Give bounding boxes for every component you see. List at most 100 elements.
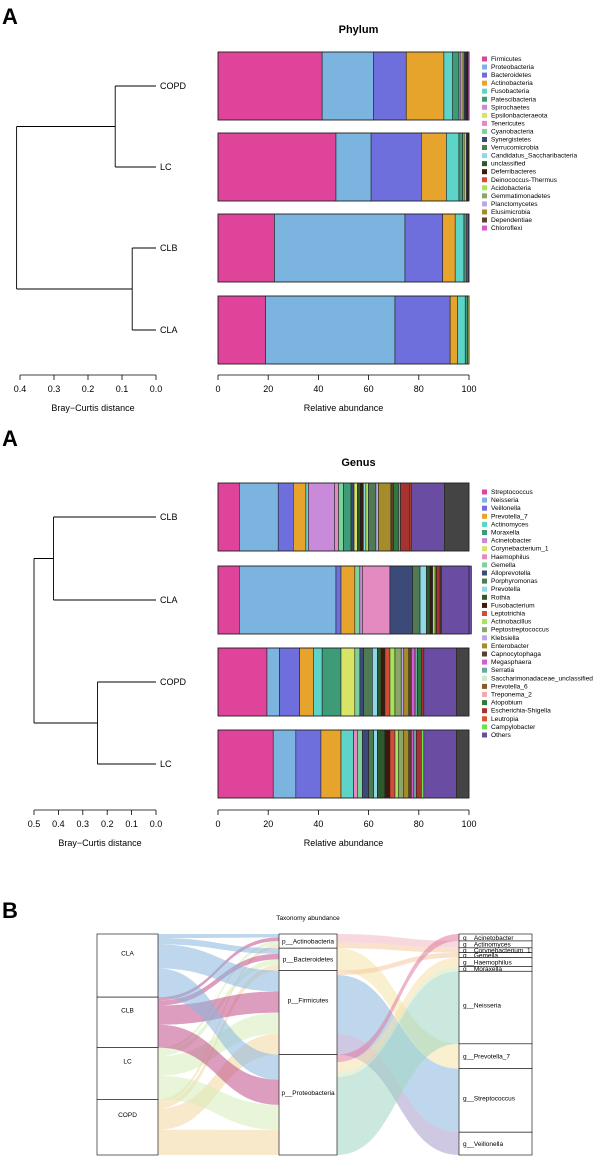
bar-segment xyxy=(274,213,406,283)
legend-label: Acidobacteria xyxy=(491,185,531,192)
bar-outline xyxy=(217,213,470,283)
sankey-flow xyxy=(158,934,279,939)
bar-segment xyxy=(239,482,279,552)
bar-segment xyxy=(394,647,402,717)
bar-segment xyxy=(410,729,415,799)
legend-swatch xyxy=(482,209,487,215)
legend-label: Peptostreptococcus xyxy=(491,627,550,634)
sankey-node-label: g__Neisseria xyxy=(463,1003,501,1010)
bar-segment xyxy=(454,213,465,283)
dendrogram-tick-label: 0.5 xyxy=(28,819,41,829)
x-tick-label: 60 xyxy=(364,819,374,829)
legend-label: Treponema_2 xyxy=(491,692,532,699)
sankey-node xyxy=(278,1054,338,1156)
chart-title: Phylum xyxy=(339,24,379,36)
bar-segment xyxy=(217,51,323,121)
legend-label: Haemophilus xyxy=(491,554,530,561)
panel-label-a-bottom: A xyxy=(2,426,18,451)
bar-segment xyxy=(464,295,469,365)
x-tick-label: 20 xyxy=(263,819,273,829)
bar-segment xyxy=(368,482,377,552)
legend-swatch xyxy=(482,570,487,576)
legend-swatch xyxy=(482,217,487,223)
legend-swatch xyxy=(482,88,487,94)
bar-outline xyxy=(217,295,470,365)
category-label: CLA xyxy=(160,595,178,605)
sankey-flow xyxy=(158,968,279,1080)
bar-segment xyxy=(313,647,323,717)
bar-segment xyxy=(277,482,294,552)
legend-swatch xyxy=(482,120,487,126)
sankey-node-label: g__Corynebacterium_1 xyxy=(463,948,531,955)
bar-outline xyxy=(217,482,470,552)
category-label: CLB xyxy=(160,243,178,253)
x-tick-label: 100 xyxy=(461,819,476,829)
x-tick-label: 0 xyxy=(215,819,220,829)
bar-outline xyxy=(217,729,470,799)
dendrogram-tick-label: 0.1 xyxy=(125,819,138,829)
dendrogram-tick-label: 0.3 xyxy=(48,384,61,394)
sankey-flow xyxy=(158,1024,279,1105)
legend-label: Porphyromonas xyxy=(491,578,538,585)
sankey-node-label: p__Actinobacteria xyxy=(282,938,334,945)
sankey-node xyxy=(96,1099,159,1156)
x-tick-label: 0 xyxy=(215,384,220,394)
legend-swatch xyxy=(482,659,487,665)
bar-segment xyxy=(334,482,339,552)
bar-segment xyxy=(412,565,421,635)
legend-swatch xyxy=(482,153,487,159)
legend-swatch xyxy=(482,96,487,102)
dendrogram-tick-label: 0.4 xyxy=(52,819,65,829)
sankey-flow xyxy=(158,1012,279,1076)
sankey-node-label: g__Streptococcus xyxy=(463,1095,516,1102)
x-tick-label: 80 xyxy=(414,384,424,394)
bar-segment xyxy=(419,565,427,635)
bar-segment xyxy=(398,729,405,799)
legend-swatch xyxy=(482,594,487,600)
legend-label: Fusobacterium xyxy=(491,602,535,609)
legend-label: Veillonella xyxy=(491,505,521,512)
bar-segment xyxy=(217,729,274,799)
bar-outline xyxy=(217,51,470,121)
bar-segment xyxy=(423,647,457,717)
legend-swatch xyxy=(482,56,487,62)
x-tick-label: 40 xyxy=(313,819,323,829)
sankey-flow xyxy=(158,941,279,1051)
category-label: CLA xyxy=(160,325,178,335)
legend-label: Synergistetes xyxy=(491,137,532,144)
sankey-node xyxy=(458,1068,533,1133)
sankey-flow xyxy=(337,934,459,948)
legend-label: Fusobacteria xyxy=(491,88,529,95)
legend-swatch xyxy=(482,602,487,608)
legend-swatch xyxy=(482,497,487,503)
bar-segment xyxy=(398,482,401,552)
legend-label: Planctomycetes xyxy=(491,201,538,208)
legend-swatch xyxy=(482,627,487,633)
legend-swatch xyxy=(482,611,487,616)
bar-segment xyxy=(338,482,344,552)
bar-segment xyxy=(421,132,447,202)
dendrogram-tick-label: 0.3 xyxy=(77,819,90,829)
bar-segment xyxy=(429,565,433,635)
sankey-node-label: g__Actinomyces xyxy=(463,942,511,949)
legend-label: Actinomyces xyxy=(491,521,529,528)
bar-segment xyxy=(368,729,374,799)
bar-segment xyxy=(359,647,364,717)
bar-segment xyxy=(443,51,453,121)
sankey-flow xyxy=(337,952,459,975)
sankey-flow xyxy=(337,934,459,1063)
dendrogram-axis-title: Bray−Curtis distance xyxy=(58,838,141,848)
legend-label: Streptococcus xyxy=(491,489,533,496)
bar-segment xyxy=(340,647,356,717)
legend-label: Corynebacterium_1 xyxy=(491,546,549,553)
legend-swatch xyxy=(482,700,487,706)
sankey-node-label: p__Bacteroidetes xyxy=(283,957,334,964)
panel-label-a-top: A xyxy=(2,4,18,29)
bar-segment xyxy=(390,482,394,552)
legend-swatch xyxy=(482,683,487,689)
bar-segment xyxy=(350,482,355,552)
legend-swatch xyxy=(482,635,487,641)
legend-label: Gemmatimonadetes xyxy=(491,193,551,200)
bar-segment xyxy=(460,51,464,121)
legend-label: Deinococcus-Thermus xyxy=(491,177,558,184)
